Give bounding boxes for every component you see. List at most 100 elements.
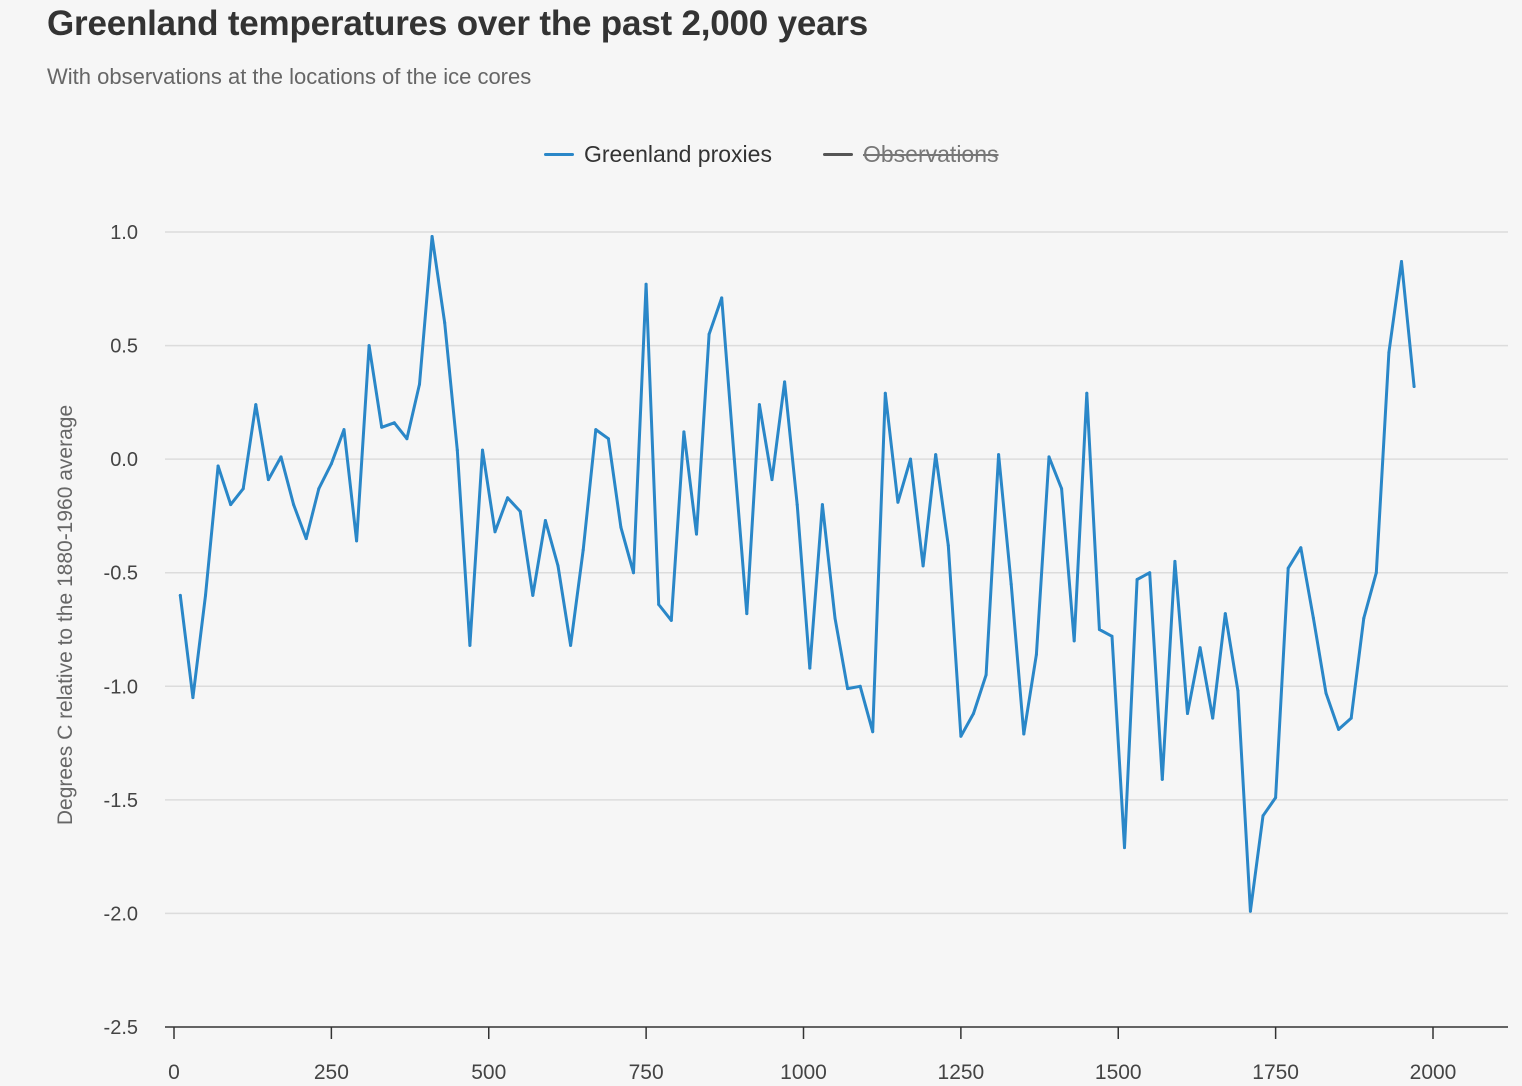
data-point: [720, 296, 724, 300]
data-point: [657, 603, 661, 606]
data-point: [392, 421, 396, 425]
y-tick-label: 0.5: [110, 336, 138, 358]
series-line-greenland-proxies: [178, 235, 1416, 913]
y-tick-label: 1.0: [110, 222, 138, 244]
data-point: [770, 478, 774, 482]
data-point: [972, 712, 975, 715]
data-point: [997, 453, 1001, 457]
data-point: [569, 643, 573, 647]
data-point: [1236, 689, 1240, 693]
data-point: [418, 382, 421, 386]
gridlines: [165, 231, 1508, 915]
data-point: [355, 539, 359, 543]
data-point: [1047, 455, 1051, 459]
data-point: [266, 478, 270, 482]
x-tick-label: 1250: [938, 1061, 985, 1084]
data-point: [1211, 716, 1215, 720]
data-point: [1412, 385, 1416, 388]
data-point: [342, 428, 346, 432]
x-tick-label: 0: [168, 1061, 180, 1084]
x-tick-label: 1000: [780, 1061, 827, 1084]
data-point: [279, 455, 283, 459]
data-point: [455, 448, 459, 452]
data-point: [380, 425, 384, 429]
data-point: [1123, 846, 1126, 850]
data-point: [216, 464, 220, 468]
data-point: [1072, 639, 1076, 643]
data-point: [178, 593, 182, 597]
data-point: [304, 537, 308, 541]
data-point: [1311, 616, 1315, 620]
data-point: [959, 734, 963, 738]
chart-title: Greenland temperatures over the past 2,0…: [47, 4, 869, 43]
legend-label-greenland-proxies: Greenland proxies: [584, 140, 772, 167]
data-point: [632, 571, 635, 575]
legend-swatch-greenland-proxies: [544, 152, 574, 156]
data-point: [229, 503, 233, 507]
chart-subtitle: With observations at the locations of th…: [47, 64, 532, 89]
data-point: [254, 403, 258, 407]
data-point: [1324, 691, 1328, 695]
data-point: [1223, 612, 1227, 616]
data-point: [317, 487, 321, 491]
legend-swatch-observations: [823, 152, 853, 156]
data-point: [1261, 814, 1265, 818]
data-point: [871, 730, 875, 734]
data-point: [1173, 559, 1177, 563]
data-point: [443, 321, 447, 325]
data-point: [909, 457, 912, 461]
legend-item-observations[interactable]: Observations: [823, 136, 999, 172]
y-tick-label: -1.5: [104, 790, 138, 812]
data-point: [493, 530, 497, 534]
x-axis: 0 250 500 750 1000 1250 1500 1750 2000: [165, 1026, 1508, 1084]
data-point: [808, 666, 812, 670]
data-point: [1362, 616, 1366, 620]
data-point: [896, 500, 900, 504]
data-point: [846, 687, 850, 691]
y-axis-ticks: -2.5 -2.0 -1.5 -1.0 -0.5 0.0 0.5 1.0: [104, 222, 138, 1039]
y-tick-label: -2.5: [104, 1017, 138, 1039]
data-point: [795, 503, 799, 507]
data-point: [430, 235, 434, 238]
y-tick-label: 0.0: [110, 449, 138, 471]
data-point: [1387, 350, 1391, 354]
data-point: [1009, 582, 1013, 586]
data-point: [1110, 634, 1114, 638]
data-point: [518, 509, 522, 513]
data-point: [606, 437, 610, 441]
data-point: [594, 428, 598, 432]
data-point: [1286, 566, 1290, 570]
data-point: [644, 282, 648, 286]
data-point: [732, 457, 736, 461]
data-point: [1299, 546, 1303, 550]
x-tick-label: 2000: [1410, 1061, 1457, 1084]
data-point: [984, 673, 988, 677]
legend-item-greenland-proxies[interactable]: Greenland proxies: [544, 136, 772, 172]
data-point: [1060, 487, 1064, 491]
data-point: [556, 564, 560, 568]
x-tick-label: 1500: [1095, 1061, 1142, 1084]
data-point: [858, 684, 862, 688]
data-point: [1135, 578, 1139, 581]
data-point: [241, 487, 245, 491]
data-point: [204, 593, 207, 597]
data-point: [1022, 732, 1026, 736]
legend-label-observations: Observations: [863, 140, 999, 167]
x-tick-label: 1750: [1252, 1061, 1299, 1084]
data-point: [1160, 777, 1164, 781]
data-point: [1248, 909, 1252, 913]
y-tick-label: -1.0: [104, 676, 138, 698]
data-point: [191, 696, 195, 700]
data-point: [934, 453, 938, 457]
data-point: [757, 403, 761, 407]
data-point: [405, 437, 409, 441]
data-point: [329, 462, 333, 466]
data-point: [292, 503, 296, 507]
data-point: [833, 616, 837, 620]
data-point: [1349, 716, 1353, 720]
data-point: [707, 332, 711, 336]
data-point: [695, 532, 698, 536]
data-point: [1337, 727, 1341, 731]
data-point: [1400, 260, 1403, 263]
